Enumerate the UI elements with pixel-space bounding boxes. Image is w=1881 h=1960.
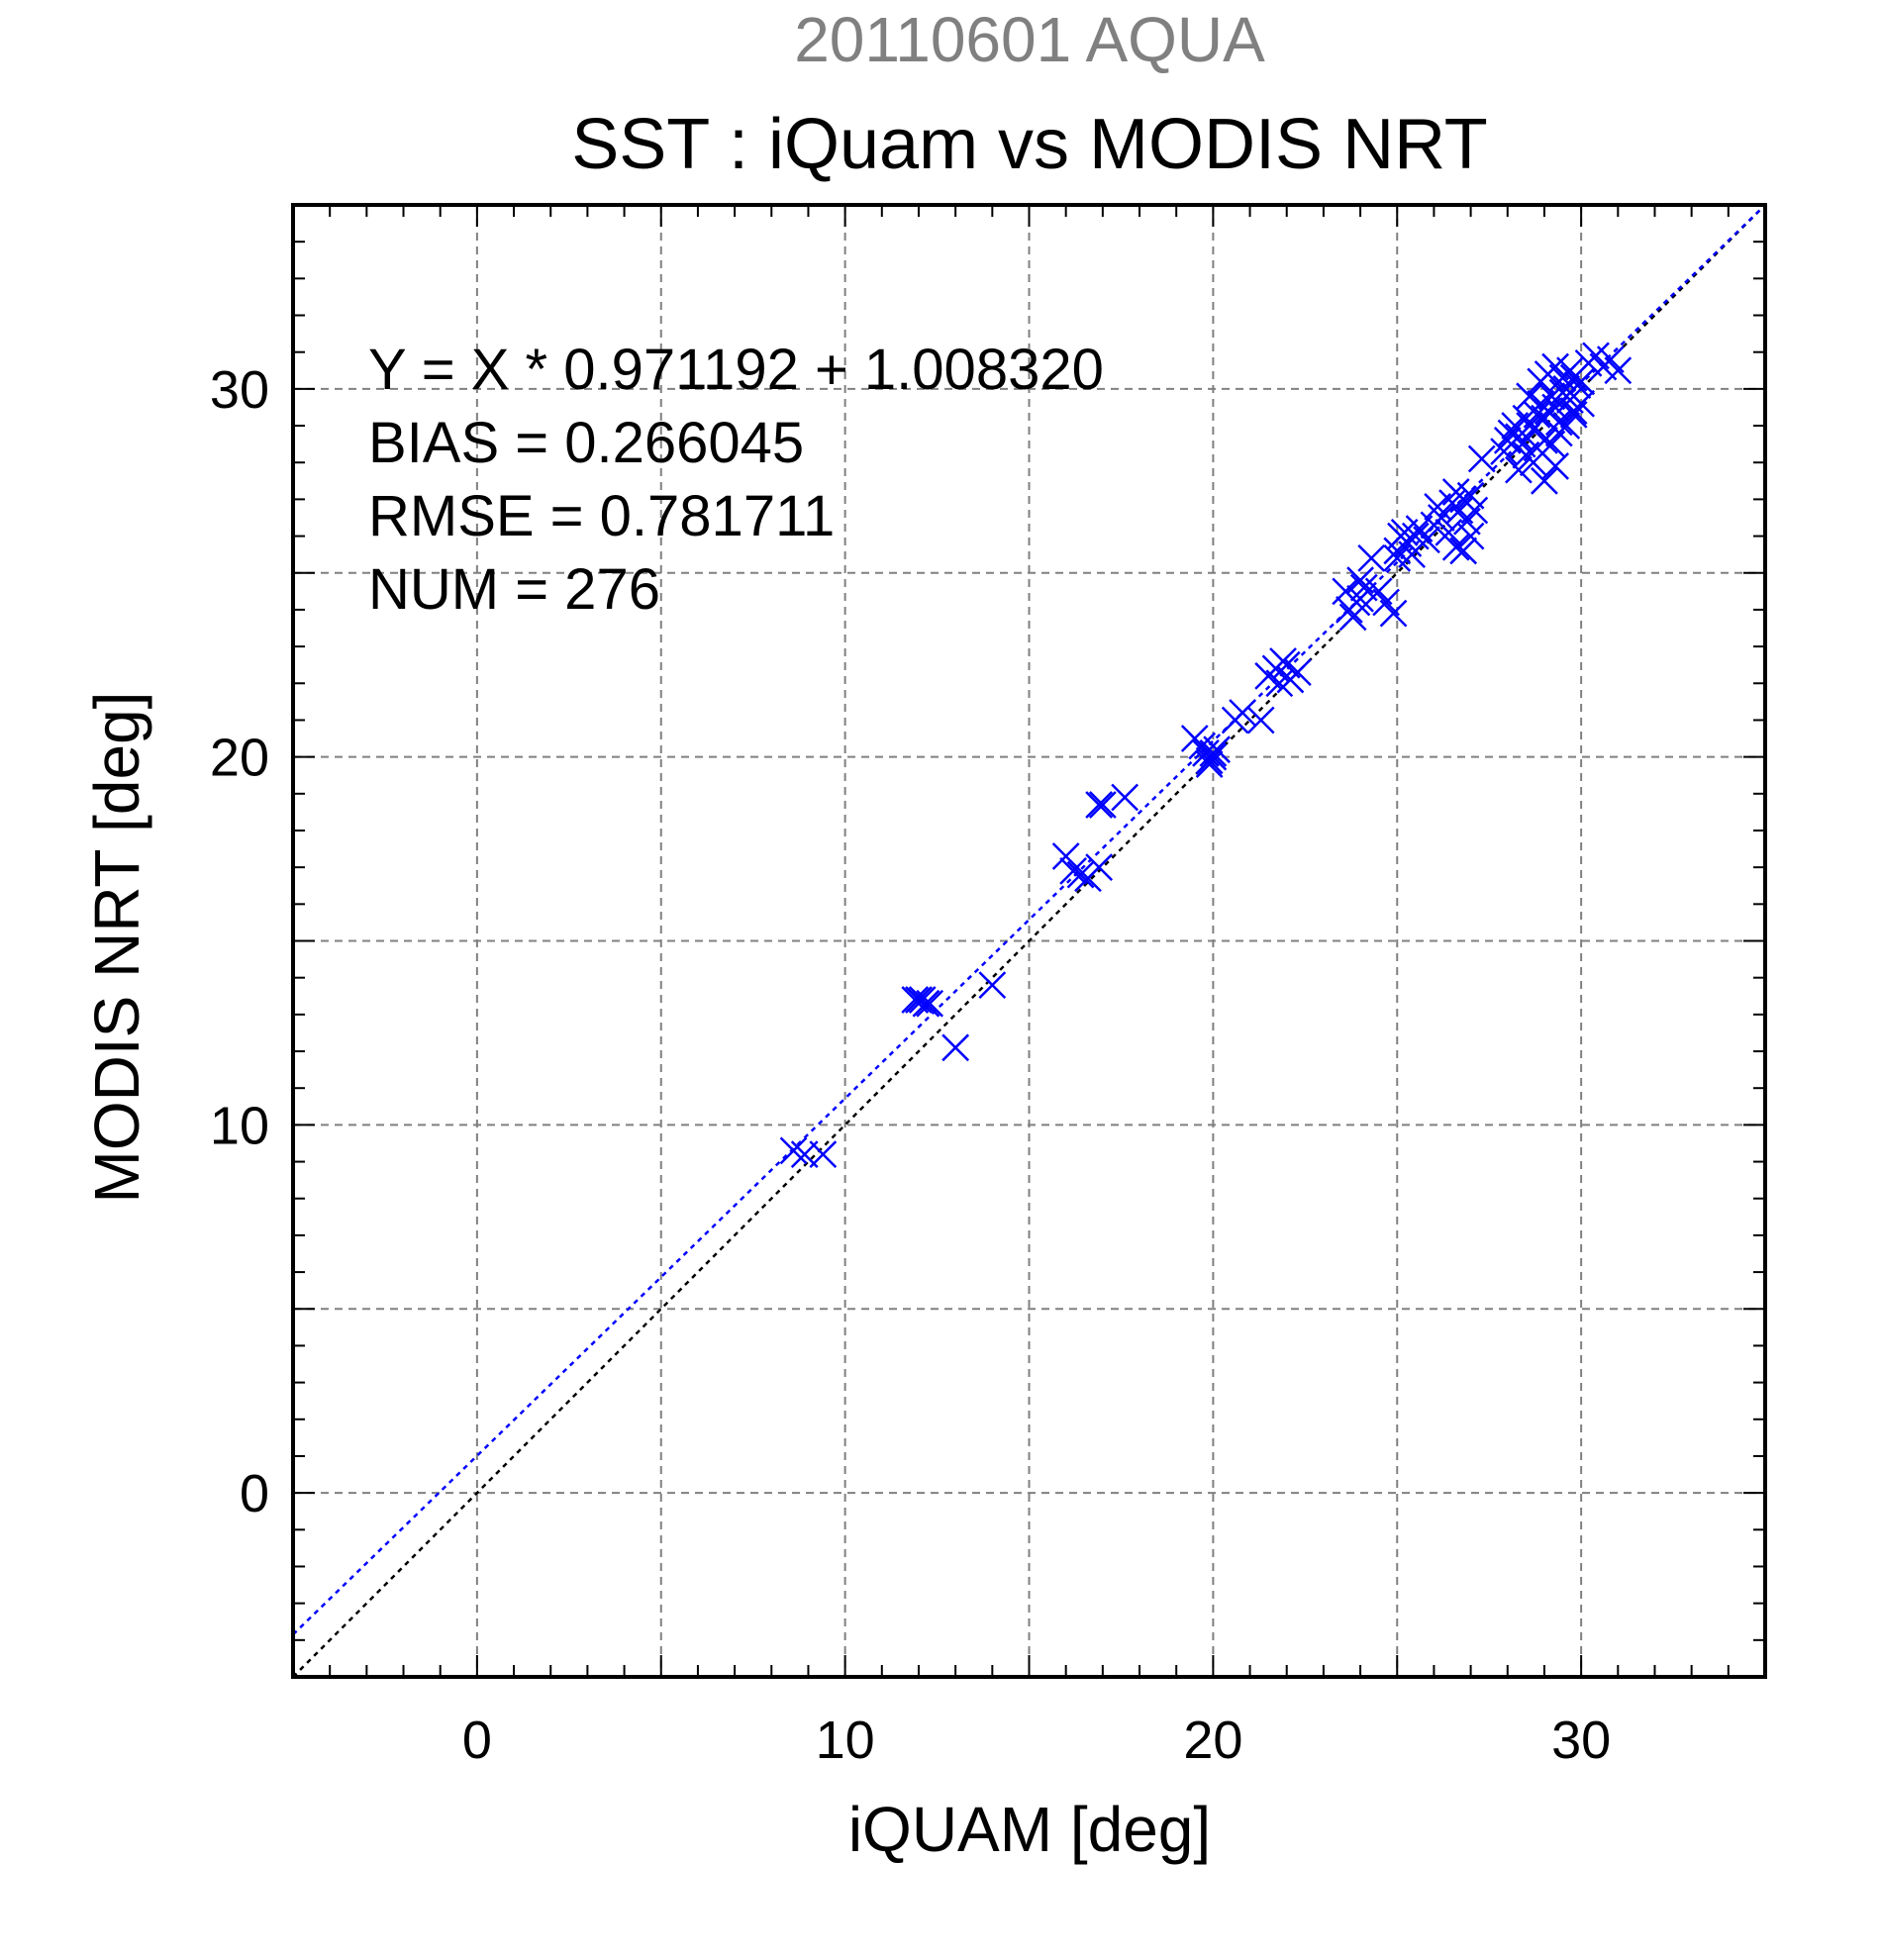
data-point xyxy=(1505,455,1533,484)
x-axis-label: iQUAM [deg] xyxy=(848,1794,1211,1865)
stats-num: NUM = 276 xyxy=(368,557,660,622)
y-tick-label: 20 xyxy=(210,729,269,788)
data-point xyxy=(1456,522,1485,550)
data-point xyxy=(1199,739,1228,767)
data-point xyxy=(809,1140,838,1168)
data-point xyxy=(1559,397,1588,426)
data-point xyxy=(1531,427,1558,454)
x-tick-label: 30 xyxy=(1551,1711,1611,1770)
data-point xyxy=(1357,543,1386,572)
data-point xyxy=(1541,452,1569,480)
data-point xyxy=(779,1136,808,1165)
data-point xyxy=(1265,669,1294,698)
data-point xyxy=(905,986,933,1014)
y-tick-label: 0 xyxy=(240,1464,269,1523)
data-point xyxy=(1379,599,1408,628)
data-point xyxy=(1246,706,1275,735)
stats-box: Y = X * 0.971192 + 1.008320 BIAS = 0.266… xyxy=(368,338,1104,622)
y-tick-label: 30 xyxy=(210,360,269,420)
data-points xyxy=(779,342,1633,1168)
data-point xyxy=(1467,444,1496,473)
data-point xyxy=(1229,699,1256,727)
data-point xyxy=(1604,356,1633,385)
data-point xyxy=(1441,533,1470,561)
data-point xyxy=(1556,356,1584,385)
data-point xyxy=(1346,566,1374,595)
data-point xyxy=(941,1033,970,1062)
data-point xyxy=(1516,382,1543,411)
data-point xyxy=(1066,860,1095,889)
x-tick-label: 10 xyxy=(816,1711,875,1770)
data-point xyxy=(1531,466,1558,495)
y-tick-label: 10 xyxy=(210,1096,269,1155)
chart-header: 20110601 AQUA xyxy=(794,4,1265,75)
data-point xyxy=(912,989,940,1018)
stats-bias: BIAS = 0.266045 xyxy=(368,411,804,475)
data-point xyxy=(1427,504,1455,532)
data-point xyxy=(1283,658,1312,687)
data-point xyxy=(1460,496,1489,525)
data-point xyxy=(978,971,1007,999)
data-point xyxy=(1195,750,1224,778)
data-point xyxy=(1199,742,1228,771)
data-point xyxy=(1088,791,1117,819)
data-point xyxy=(1519,448,1547,477)
data-point xyxy=(1059,856,1087,885)
stats-rmse: RMSE = 0.781711 xyxy=(368,484,835,548)
data-point xyxy=(1111,783,1139,812)
data-point xyxy=(1192,739,1220,767)
x-tick-label: 0 xyxy=(462,1711,492,1770)
data-point xyxy=(1051,842,1080,870)
data-point xyxy=(1085,853,1114,882)
data-point xyxy=(916,989,944,1018)
chart-title: SST : iQuam vs MODIS NRT xyxy=(571,105,1488,184)
tick-labels: 0 10 20 30 0 10 20 30 xyxy=(210,360,1611,1770)
plot-frame xyxy=(291,203,1767,1679)
data-point xyxy=(1413,526,1440,554)
data-point xyxy=(1537,382,1566,411)
data-point xyxy=(1085,791,1114,819)
data-point xyxy=(1435,518,1463,546)
stats-equation: Y = X * 0.971192 + 1.008320 xyxy=(368,338,1104,402)
data-point xyxy=(1401,522,1430,550)
data-point xyxy=(1449,537,1478,565)
data-point xyxy=(1544,408,1573,437)
data-point xyxy=(1523,401,1551,429)
x-tick-label: 20 xyxy=(1183,1711,1242,1770)
y-axis-label: MODIS NRT [deg] xyxy=(81,692,152,1204)
